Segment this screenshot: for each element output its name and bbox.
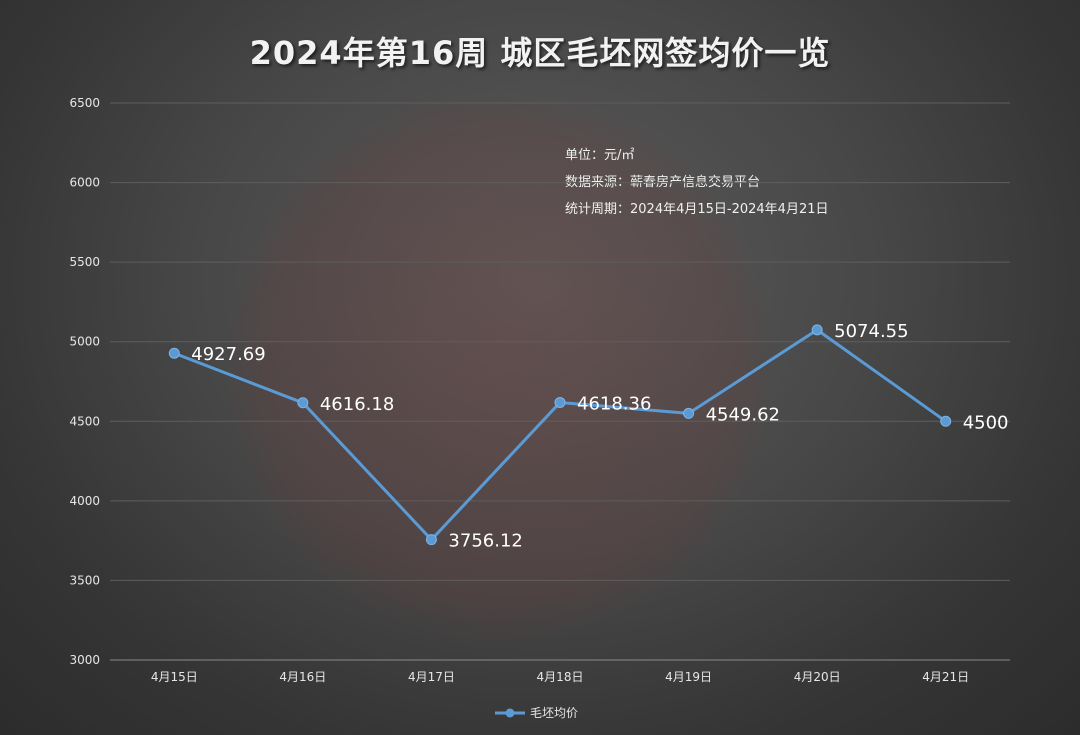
x-tick-label: 4月18日 xyxy=(537,670,584,684)
y-tick-label: 4000 xyxy=(69,494,100,508)
x-tick-label: 4月19日 xyxy=(665,670,712,684)
data-label: 5074.55 xyxy=(834,321,908,342)
legend-marker xyxy=(505,708,515,718)
x-tick-label: 4月21日 xyxy=(922,670,969,684)
y-tick-label: 5500 xyxy=(69,255,100,269)
data-label: 4616.18 xyxy=(320,394,394,415)
x-tick-label: 4月20日 xyxy=(794,670,841,684)
x-tick-label: 4月16日 xyxy=(279,670,326,684)
data-point xyxy=(297,397,309,409)
data-label: 4500 xyxy=(963,412,1009,433)
data-point xyxy=(940,415,952,427)
legend-label: 毛坯均价 xyxy=(530,706,578,720)
data-point xyxy=(168,347,180,359)
y-tick-label: 6500 xyxy=(69,96,100,110)
y-tick-label: 3500 xyxy=(69,573,100,587)
x-tick-label: 4月15日 xyxy=(151,670,198,684)
data-label: 4549.62 xyxy=(706,404,780,425)
data-point xyxy=(425,534,437,546)
y-tick-label: 4500 xyxy=(69,414,100,428)
x-tick-label: 4月17日 xyxy=(408,670,455,684)
data-point xyxy=(683,407,695,419)
period-note: 统计周期：2024年4月15日-2024年4月21日 xyxy=(565,202,829,217)
data-label: 4618.36 xyxy=(577,393,651,414)
y-tick-label: 6000 xyxy=(69,176,100,190)
chart-title: 2024年第16周 城区毛坯网签均价一览 xyxy=(249,34,831,72)
series-line xyxy=(173,328,947,542)
data-label: 4927.69 xyxy=(191,344,265,365)
data-point xyxy=(554,396,566,408)
unit-note: 单位：元/㎡ xyxy=(565,148,635,163)
watermark-logo xyxy=(230,85,770,645)
y-tick-label: 5000 xyxy=(69,335,100,349)
y-tick-label: 3000 xyxy=(69,653,100,667)
data-point xyxy=(811,324,823,336)
data-label: 3756.12 xyxy=(448,531,522,552)
